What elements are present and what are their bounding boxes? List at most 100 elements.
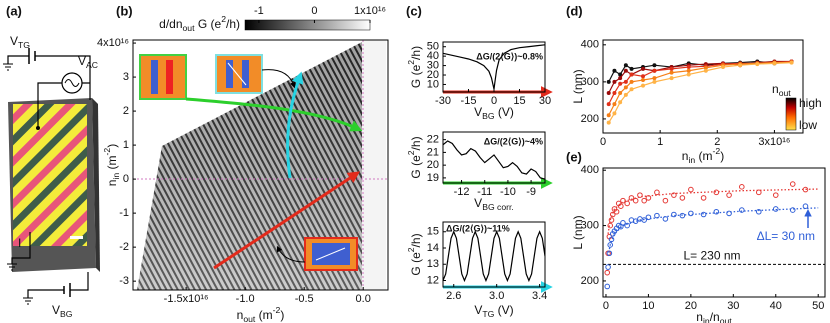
data-point [623,63,628,68]
data-point [629,72,634,77]
x-tick-label: -10 [500,186,516,198]
data-point [620,197,626,204]
wire [27,272,89,298]
axes-frame [442,131,546,184]
text-part: n [237,308,244,322]
text-part: /n [710,310,720,323]
ac-symbol [64,79,80,87]
data-point [772,206,779,212]
arrow [213,171,361,270]
data-point [669,66,674,71]
data-point [688,186,694,193]
data-point [669,70,674,75]
data-point [632,218,639,224]
data-point [703,65,708,70]
y-tick-label: -2 [119,241,129,253]
wire [11,232,31,264]
data-point [652,63,657,68]
data-point [686,72,691,77]
data-point [654,212,660,219]
data-point [686,65,691,70]
data-point [608,217,615,223]
text-part: -2 [102,148,112,156]
diagram-label: VBG [52,303,73,319]
x-tick-label: 50 [812,300,824,312]
data-point [703,68,708,73]
data-point [789,207,796,213]
data-point [721,65,725,70]
x-axis-label: VTG (V) [474,303,513,319]
x-tick-label: 1 [657,136,663,148]
map-shading [137,42,362,290]
text-part: ) [105,144,119,148]
text-part: in [688,155,695,165]
y-tick-label: 30 [427,59,439,71]
text-part: n [772,82,779,96]
data-point [606,90,611,95]
x-tick-label: 2 [714,136,720,148]
data-point [620,220,626,226]
text-part: V [474,196,482,210]
data-point [755,62,760,67]
text-part: /h) [409,46,423,60]
text-part: BG [60,309,73,319]
data-point [671,192,677,198]
data-point [628,195,635,201]
x-tick-label: 30 [539,95,551,107]
data-point [612,102,617,107]
y-tick-label: 12 [427,274,439,286]
data-point [645,214,652,221]
inset-sketch [139,54,187,100]
text-part: TG [482,309,494,319]
arrow [185,97,363,132]
data-point [713,189,720,196]
data-point [604,269,611,276]
legend-title: nout [772,82,791,98]
colorbar-tick-label: 1x10¹⁶ [354,5,386,17]
data-point [679,212,686,219]
data-point [624,200,630,207]
data-point [686,68,691,73]
data-point [618,90,623,95]
y-tick-label: 2 [123,105,129,117]
text-part: V [10,34,18,48]
data-point [652,76,657,81]
text-part: (m [105,155,119,172]
data-point [652,68,657,73]
data-point [713,208,720,215]
y-tick-label: 0 [123,173,129,185]
data-point [802,203,809,210]
annotation: ΔG/(2⟨G⟩)~4% [484,136,543,146]
data-point [612,79,617,84]
y-tick-label: 22 [427,134,439,146]
ground [7,263,17,271]
y-tick-label: 300 [581,76,599,88]
text-part: V [474,303,482,317]
data-point [618,100,623,105]
y-tick-label: 20 [427,159,439,171]
data-point [700,195,707,201]
plot-area [603,181,825,290]
annotation: ΔL= 30 nm [757,229,815,243]
x-axis-label: VBG corr. [474,196,514,212]
text-part: G (e [409,64,423,88]
x-tick-label: 30 [727,300,739,312]
plot-area [443,230,545,283]
y-tick-label: -3 [119,275,129,287]
x-axis-label: nin (m-2) [682,146,724,165]
y-tick-label: 10 [427,78,439,90]
colorbar-label: d/dnout G (e2/h) [159,14,240,33]
reference-label: L= 230 nm [683,249,740,263]
axes-frame [602,39,804,134]
y-tick-label: 3 [123,71,129,83]
data-point [612,111,617,116]
y-tick-label: 19 [427,172,439,184]
data-point [623,92,628,97]
data-point [662,216,669,222]
annotation: ΔG/(2⟨G⟩)~11% [446,223,510,233]
text-part: n [105,180,119,187]
legend-label: high [799,96,822,110]
panel-label: (c) [406,3,422,18]
x-axis-label: VBG (V) [474,105,514,121]
